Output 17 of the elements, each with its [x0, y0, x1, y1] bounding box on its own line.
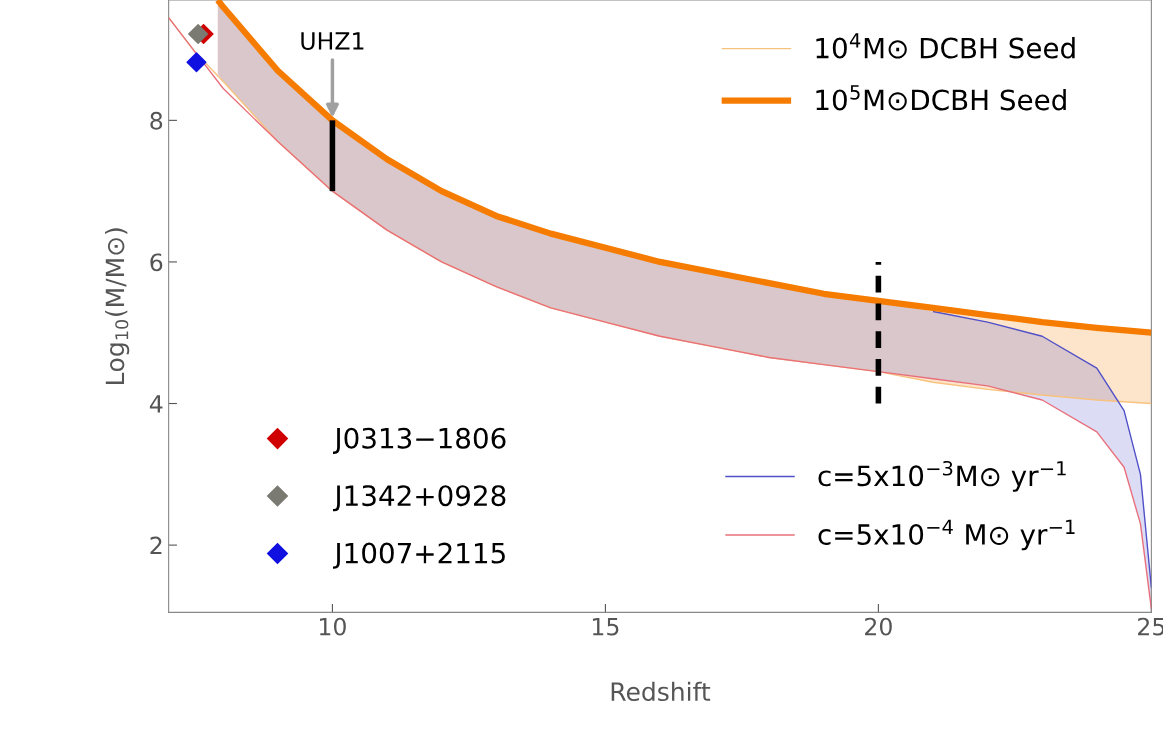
legend-label: J1007+2115: [333, 542, 505, 569]
y-tick-label: 8: [150, 111, 163, 130]
x-tick-label: 20: [865, 617, 892, 636]
y-tick-label: 2: [150, 536, 162, 555]
legend-label: 10$^{4}$M⊙ DCBH Seed: [816, 33, 1075, 59]
x-axis-title: Redshift: [611, 681, 711, 702]
y-axis-title: Log$_{10}$(M/M⊙): [105, 228, 130, 384]
legend-label: c=5x10$^{−4}$ M⊙ yr$^{−1}$: [818, 519, 1075, 551]
annotation: UHZ1: [301, 32, 364, 50]
y-tick-label: 4: [149, 395, 163, 413]
x-tick-label: 15: [592, 617, 619, 636]
legend-label: 10$^{5}$M⊙DCBH Seed: [816, 85, 1066, 111]
x-tick-label: 10: [320, 617, 346, 636]
legend-label: J0313−1806: [333, 427, 506, 454]
y-tick-label: 6: [150, 253, 163, 272]
legend-label: c=5x10$^{−3}$M⊙ yr$^{−1}$: [818, 460, 1066, 492]
legend-label: J1342+0928: [333, 485, 506, 512]
